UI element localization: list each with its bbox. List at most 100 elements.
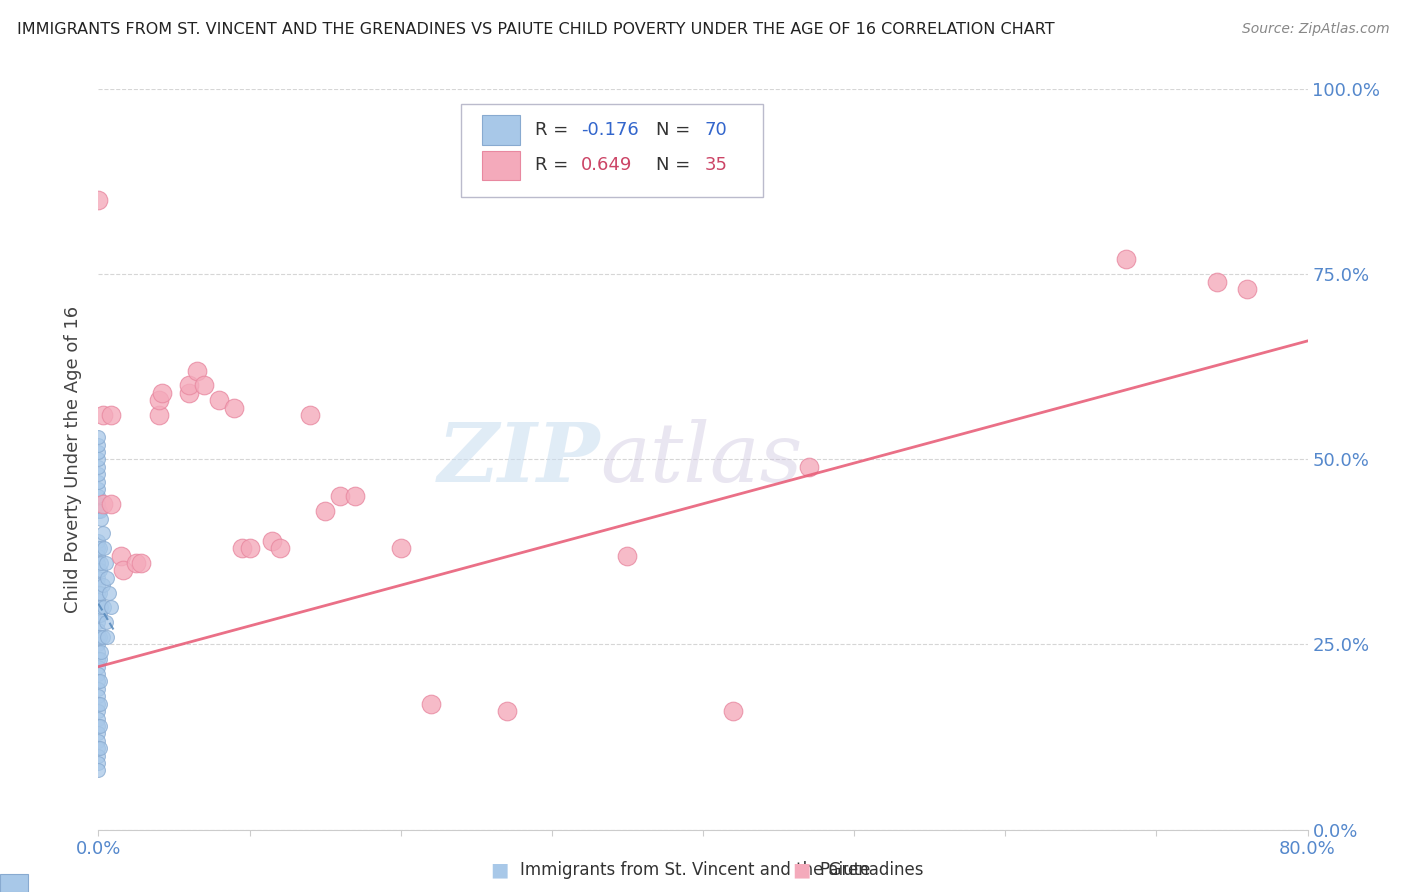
FancyBboxPatch shape — [461, 104, 763, 196]
Text: N =: N = — [655, 156, 696, 175]
Point — [89, 504, 111, 518]
Point — [87, 467, 110, 482]
Point — [87, 697, 110, 711]
Point — [87, 482, 110, 496]
Point — [1236, 282, 1258, 296]
Point — [89, 585, 111, 599]
Point — [314, 504, 336, 518]
Point — [186, 363, 208, 377]
Point — [91, 497, 114, 511]
Point — [239, 541, 262, 556]
Point — [129, 556, 152, 570]
Point — [87, 690, 110, 704]
Point — [87, 556, 110, 570]
Point — [89, 630, 111, 644]
Point — [87, 764, 110, 778]
Point — [91, 578, 114, 592]
Point — [87, 719, 110, 733]
Point — [87, 704, 110, 718]
Point — [96, 630, 118, 644]
Point — [87, 623, 110, 637]
Point — [179, 385, 201, 400]
Point — [87, 459, 110, 474]
Point — [89, 697, 111, 711]
Point — [90, 645, 112, 659]
Point — [87, 452, 110, 467]
Point — [98, 585, 121, 599]
Point — [100, 497, 122, 511]
Point — [87, 756, 110, 770]
Point — [100, 408, 122, 422]
Text: R =: R = — [534, 121, 574, 139]
Point — [125, 556, 148, 570]
Point — [93, 600, 115, 615]
Point — [87, 504, 110, 518]
Point — [179, 378, 201, 392]
Point — [495, 704, 517, 718]
Point — [148, 408, 170, 422]
Point — [1206, 275, 1229, 289]
Point — [90, 600, 112, 615]
Point — [231, 541, 253, 556]
Point — [797, 459, 820, 474]
Point — [87, 549, 110, 563]
Point — [87, 741, 110, 756]
Point — [87, 712, 110, 726]
Point — [208, 393, 231, 408]
Point — [87, 564, 110, 578]
Text: IMMIGRANTS FROM ST. VINCENT AND THE GRENADINES VS PAIUTE CHILD POVERTY UNDER THE: IMMIGRANTS FROM ST. VINCENT AND THE GREN… — [17, 22, 1054, 37]
Text: Source: ZipAtlas.com: Source: ZipAtlas.com — [1241, 22, 1389, 37]
Point — [87, 445, 110, 459]
Point — [87, 637, 110, 651]
Point — [262, 533, 284, 548]
Point — [616, 549, 638, 563]
Point — [100, 600, 122, 615]
Point — [87, 674, 110, 689]
Point — [87, 593, 110, 607]
Point — [87, 585, 110, 599]
Point — [87, 541, 110, 556]
Text: atlas: atlas — [600, 419, 803, 500]
Point — [87, 659, 110, 673]
Text: ZIP: ZIP — [437, 419, 600, 500]
Point — [299, 408, 322, 422]
Point — [89, 652, 111, 666]
Point — [87, 681, 110, 696]
Point — [93, 541, 115, 556]
FancyBboxPatch shape — [482, 151, 520, 180]
Point — [89, 607, 111, 622]
Text: Immigrants from St. Vincent and the Grenadines: Immigrants from St. Vincent and the Gren… — [520, 861, 924, 879]
Point — [94, 556, 117, 570]
Point — [87, 600, 110, 615]
Point — [89, 719, 111, 733]
Text: N =: N = — [655, 121, 696, 139]
Point — [87, 652, 110, 666]
Text: Paiute: Paiute — [820, 861, 872, 879]
Point — [723, 704, 745, 718]
Point — [87, 571, 110, 585]
Point — [90, 556, 112, 570]
Point — [89, 674, 111, 689]
Point — [87, 667, 110, 681]
Point — [87, 645, 110, 659]
Text: 35: 35 — [704, 156, 727, 175]
Point — [87, 533, 110, 548]
Point — [87, 726, 110, 740]
Point — [90, 511, 112, 525]
Point — [96, 571, 118, 585]
Point — [420, 697, 443, 711]
Point — [89, 541, 111, 556]
Point — [148, 393, 170, 408]
Text: R =: R = — [534, 156, 574, 175]
Point — [269, 541, 291, 556]
Point — [87, 748, 110, 763]
Point — [87, 475, 110, 489]
Point — [87, 615, 110, 630]
Point — [91, 526, 114, 541]
Point — [329, 489, 352, 503]
Point — [94, 615, 117, 630]
Text: ■: ■ — [792, 860, 811, 880]
Point — [87, 489, 110, 503]
Point — [91, 630, 114, 644]
Point — [87, 194, 110, 208]
